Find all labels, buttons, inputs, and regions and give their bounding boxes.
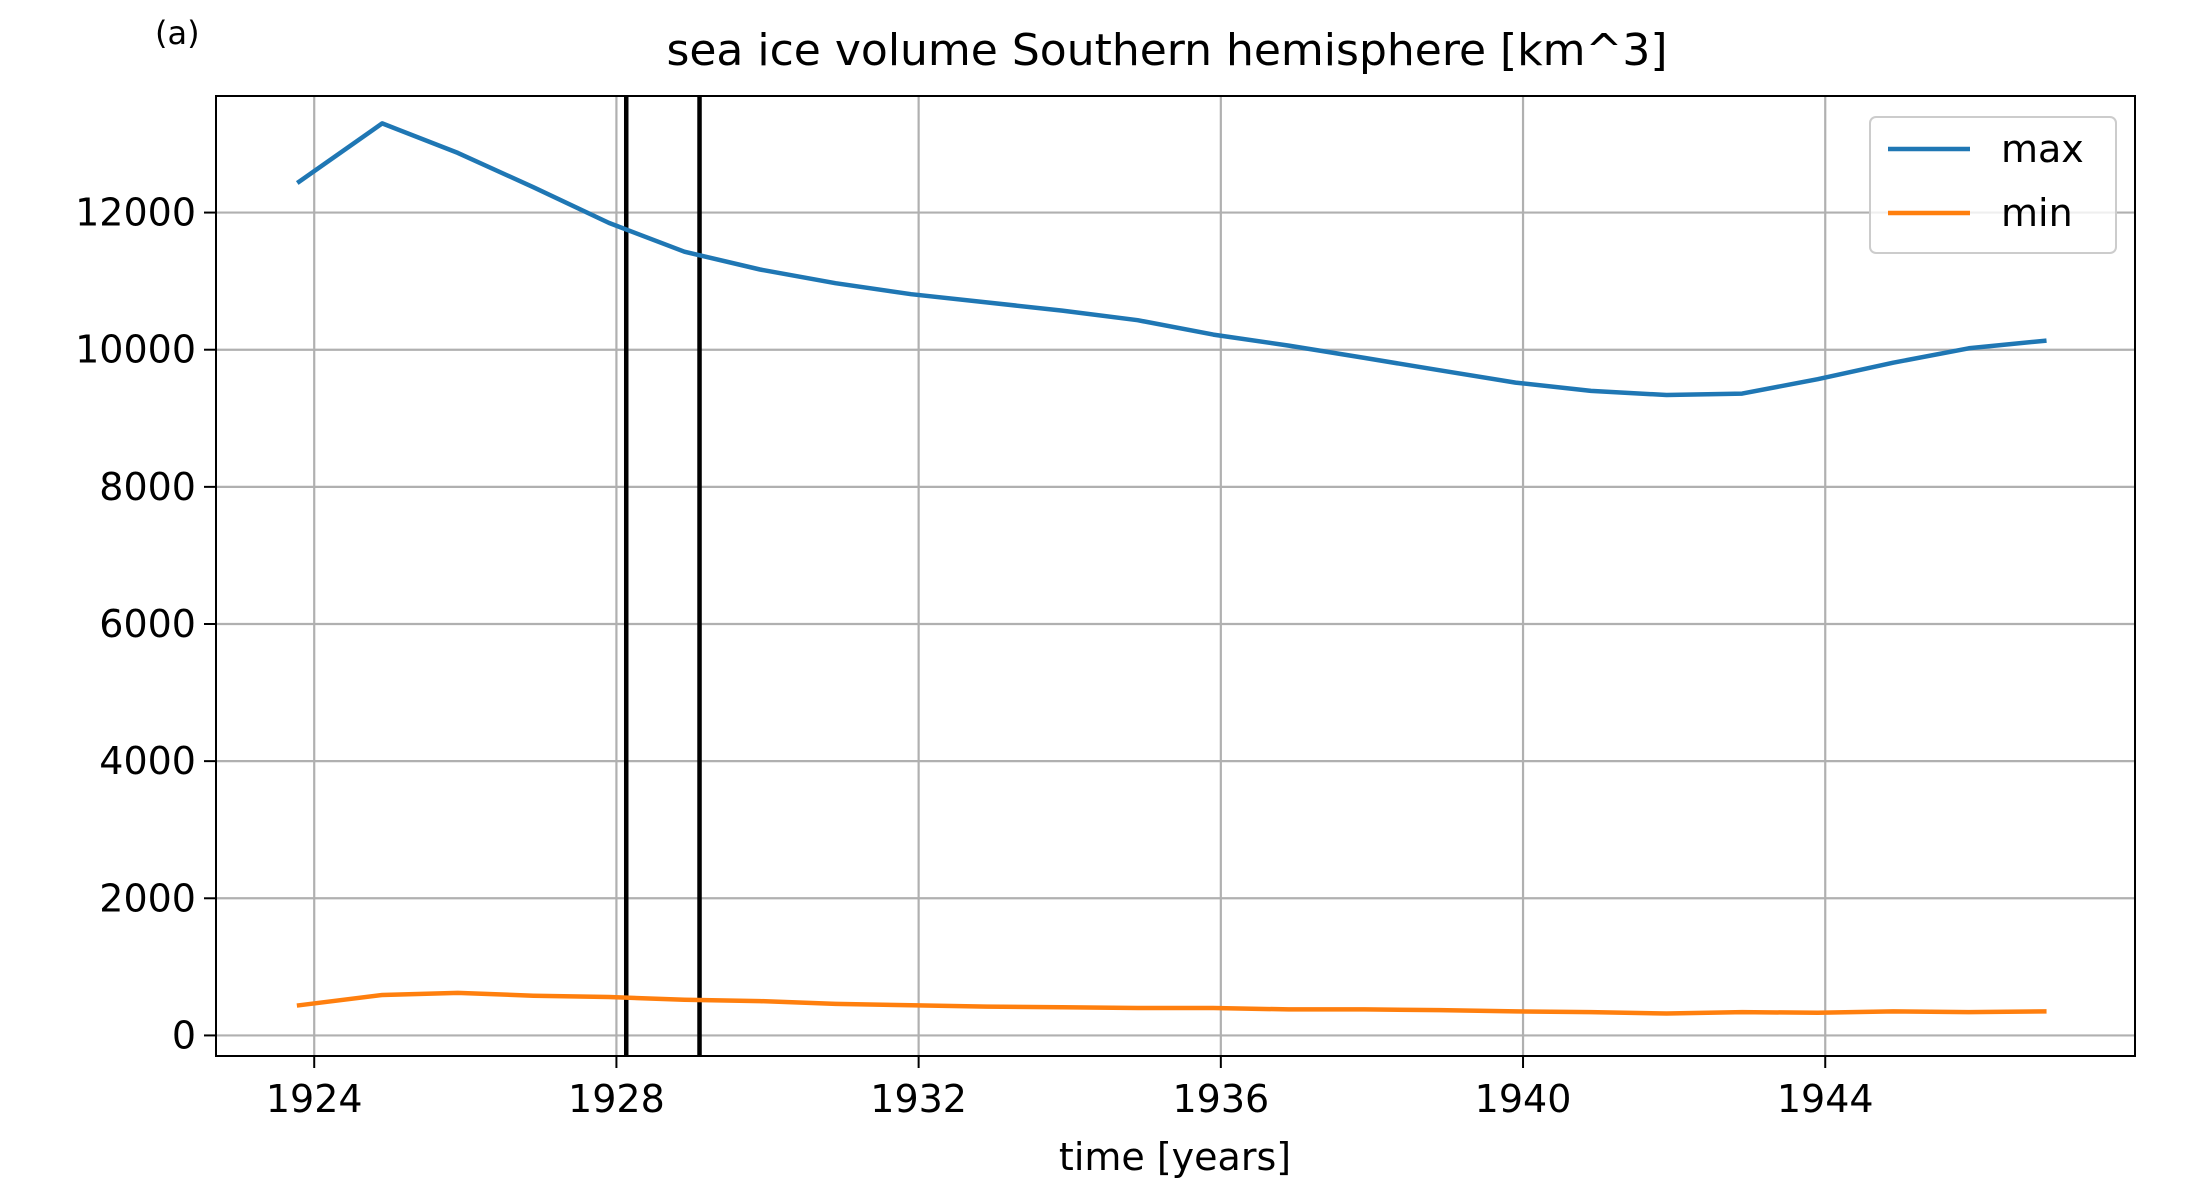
y-tick-label: 8000 xyxy=(99,465,196,509)
y-tick-label: 0 xyxy=(172,1013,196,1057)
chart-title: sea ice volume Southern hemisphere [km^3… xyxy=(666,25,1667,76)
panel-label: (a) xyxy=(155,14,200,52)
x-tick-label: 1936 xyxy=(1172,1077,1269,1121)
y-tick-label: 2000 xyxy=(99,876,196,920)
grid xyxy=(216,96,2135,1056)
y-tick-label: 4000 xyxy=(99,739,196,783)
legend-label-max: max xyxy=(2001,127,2084,171)
y-tick-label: 12000 xyxy=(75,191,196,235)
y-tick-label: 10000 xyxy=(75,328,196,372)
y-axis-ticks: 0 2000 4000 6000 8000 10000 12000 xyxy=(75,191,216,1057)
x-tick-label: 1924 xyxy=(266,1077,363,1121)
x-tick-label: 1944 xyxy=(1777,1077,1874,1121)
x-axis-label: time [years] xyxy=(1059,1135,1291,1179)
y-tick-label: 6000 xyxy=(99,602,196,646)
series-line-max xyxy=(295,121,2047,398)
series-lines xyxy=(295,121,2047,1016)
x-tick-label: 1940 xyxy=(1475,1077,1572,1121)
x-tick-label: 1932 xyxy=(870,1077,967,1121)
x-tick-label: 1928 xyxy=(568,1077,665,1121)
x-axis-ticks: 1924 1928 1932 1936 1940 1944 xyxy=(266,1056,1874,1121)
series-line-min xyxy=(296,990,2047,1016)
legend-label-min: min xyxy=(2001,191,2073,235)
legend: max min xyxy=(1869,116,2117,254)
plot-frame xyxy=(215,95,2136,1057)
